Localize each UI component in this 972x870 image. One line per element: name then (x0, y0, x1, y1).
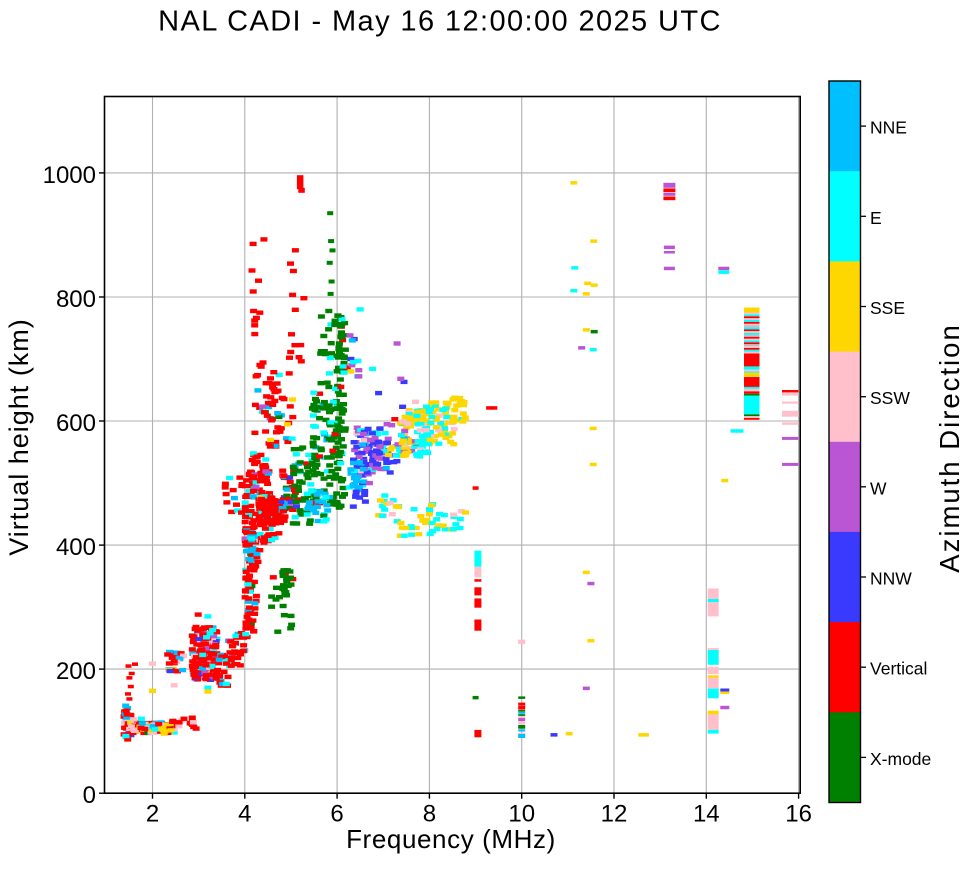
svg-text:SSW: SSW (870, 388, 910, 408)
svg-text:8: 8 (423, 801, 436, 828)
svg-text:1000: 1000 (43, 162, 96, 189)
svg-text:Virtual height (km): Virtual height (km) (4, 318, 34, 556)
svg-text:X-mode: X-mode (870, 749, 931, 769)
svg-text:400: 400 (56, 534, 96, 561)
svg-text:NNW: NNW (870, 569, 912, 589)
svg-text:NAL CADI - May 16 12:00:00 202: NAL CADI - May 16 12:00:00 2025 UTC (158, 6, 722, 38)
svg-text:NNE: NNE (870, 118, 907, 138)
svg-text:800: 800 (56, 286, 96, 313)
svg-text:10: 10 (508, 801, 535, 828)
svg-text:Frequency (MHz): Frequency (MHz) (346, 824, 556, 854)
svg-text:Azimuth Direction: Azimuth Direction (934, 323, 965, 573)
svg-text:4: 4 (238, 801, 251, 828)
svg-text:200: 200 (56, 658, 96, 685)
svg-text:600: 600 (56, 410, 96, 437)
svg-text:Vertical: Vertical (870, 659, 927, 679)
svg-text:W: W (870, 478, 887, 498)
svg-text:14: 14 (693, 801, 720, 828)
svg-text:SSE: SSE (870, 298, 905, 318)
svg-text:E: E (870, 208, 882, 228)
svg-text:16: 16 (785, 801, 812, 828)
svg-text:6: 6 (330, 801, 343, 828)
svg-text:12: 12 (601, 801, 628, 828)
svg-text:0: 0 (83, 782, 96, 809)
svg-text:2: 2 (146, 801, 159, 828)
